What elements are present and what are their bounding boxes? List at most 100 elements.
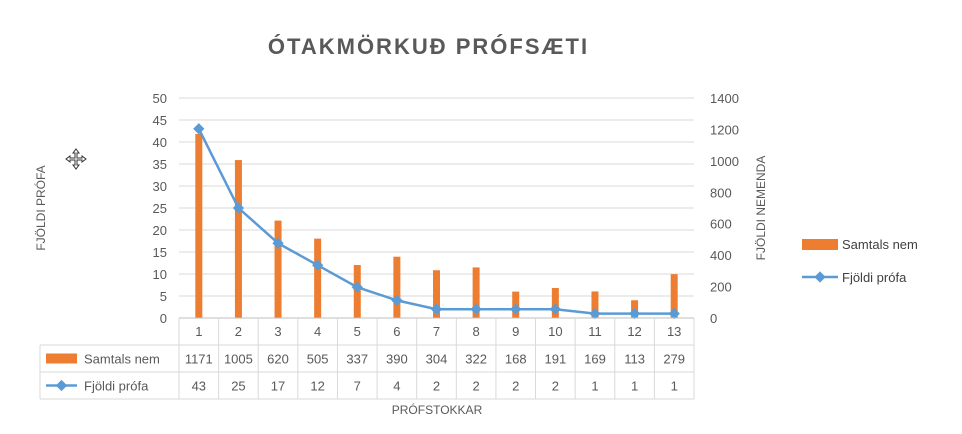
table-cell: 43 — [192, 379, 206, 394]
category-label: 11 — [588, 324, 602, 339]
table-series-name: Fjöldi prófa — [84, 379, 149, 394]
bar — [314, 238, 322, 318]
table-cell: 1 — [591, 379, 598, 394]
line-marker — [668, 307, 680, 320]
category-label: 10 — [548, 324, 562, 339]
table-cell: 1005 — [224, 352, 253, 367]
category-label: 1 — [195, 324, 202, 339]
legend: Samtals nem Fjöldi prófa — [802, 237, 918, 285]
category-label: 12 — [627, 324, 641, 339]
bar-series — [195, 133, 678, 318]
table-cell: 505 — [307, 352, 329, 367]
right-tick-label: 400 — [710, 248, 732, 263]
line-marker — [589, 307, 601, 320]
left-tick-label: 15 — [153, 245, 167, 260]
legend-key-marker — [814, 271, 826, 283]
right-tick-label: 1200 — [710, 122, 739, 137]
right-axis-title: FJÖLDI NEMENDA — [754, 156, 768, 261]
line-marker — [391, 294, 403, 307]
category-label: 5 — [354, 324, 361, 339]
bar — [472, 267, 480, 318]
x-axis-title: PRÓFSTOKKAR — [392, 402, 483, 417]
right-tick-label: 600 — [710, 217, 732, 232]
line-marker — [510, 303, 522, 315]
table-cell: 322 — [465, 352, 487, 367]
table-cell: 279 — [663, 352, 685, 367]
left-axis-title: FJÖLDI PRÓFA — [33, 165, 48, 250]
gridlines — [179, 97, 694, 297]
table-cell: 2 — [472, 379, 479, 394]
category-label: 13 — [667, 324, 681, 339]
left-tick-label: 30 — [153, 179, 167, 194]
line-marker — [430, 303, 443, 315]
table-cell: 1 — [631, 379, 638, 394]
table-legend-marker — [55, 379, 68, 392]
left-tick-label: 10 — [153, 267, 167, 282]
table-cell: 169 — [584, 352, 606, 367]
table-cell: 191 — [544, 352, 566, 367]
line-marker — [311, 259, 324, 271]
table-legend-key — [46, 353, 77, 364]
category-label: 4 — [314, 324, 321, 339]
bar — [393, 256, 401, 318]
bar — [234, 160, 242, 318]
table-cell: 390 — [386, 352, 408, 367]
bar — [274, 220, 282, 318]
table-cell: 7 — [354, 379, 361, 394]
left-tick-label: 0 — [160, 311, 167, 326]
right-axis-ticks: 0 200 400 600 800 1000 1200 1400 — [710, 91, 739, 326]
move-cursor-icon — [65, 148, 87, 170]
table-cell: 1171 — [185, 352, 213, 367]
right-tick-label: 0 — [710, 311, 717, 326]
table-cell: 4 — [393, 379, 400, 394]
left-tick-label: 40 — [153, 135, 167, 150]
table-cell: 2 — [512, 379, 519, 394]
table-cell: 1 — [671, 379, 678, 394]
bar — [551, 287, 559, 318]
table-cell: 2 — [433, 379, 440, 394]
left-tick-label: 5 — [160, 289, 167, 304]
category-label: 9 — [512, 324, 519, 339]
line-marker — [549, 303, 562, 315]
category-label: 2 — [235, 324, 242, 339]
line-marker — [272, 237, 284, 249]
table-cell: 12 — [310, 379, 324, 394]
line-marker — [628, 307, 641, 320]
category-label: 8 — [472, 324, 479, 339]
legend-key-bar — [802, 239, 838, 250]
bar — [195, 133, 203, 318]
left-tick-label: 20 — [153, 223, 167, 238]
line-marker — [193, 123, 205, 135]
bar — [433, 270, 440, 318]
table-series-name: Samtals nem — [84, 352, 160, 367]
line-marker — [232, 202, 245, 214]
bar — [670, 274, 678, 318]
legend-label: Samtals nem — [842, 237, 918, 252]
bar — [591, 291, 599, 318]
category-label: 7 — [433, 324, 440, 339]
line-marker — [470, 303, 482, 315]
chart-title: ÓTAKMÖRKUÐ PRÓFSÆTI — [267, 34, 590, 59]
right-tick-label: 1000 — [710, 154, 739, 169]
table-cell: 337 — [346, 352, 368, 367]
right-tick-label: 1400 — [710, 91, 739, 106]
table-cell: 113 — [624, 352, 645, 367]
table-cell: 2 — [552, 379, 559, 394]
category-label: 6 — [393, 324, 400, 339]
table-cell: 620 — [267, 352, 289, 367]
table-cell: 25 — [231, 379, 245, 394]
table-cell: 168 — [505, 352, 527, 367]
category-label: 3 — [274, 324, 281, 339]
legend-label: Fjöldi prófa — [842, 270, 907, 285]
left-tick-label: 45 — [153, 113, 167, 128]
table-cell: 17 — [271, 379, 285, 394]
left-axis-ticks: 0 5 10 15 20 25 30 35 40 45 50 — [153, 91, 167, 326]
right-tick-label: 200 — [710, 280, 732, 295]
left-tick-label: 50 — [153, 91, 167, 106]
left-tick-label: 25 — [153, 201, 167, 216]
right-tick-label: 800 — [710, 185, 732, 200]
line-marker — [351, 281, 363, 293]
table-cell: 304 — [426, 352, 448, 367]
